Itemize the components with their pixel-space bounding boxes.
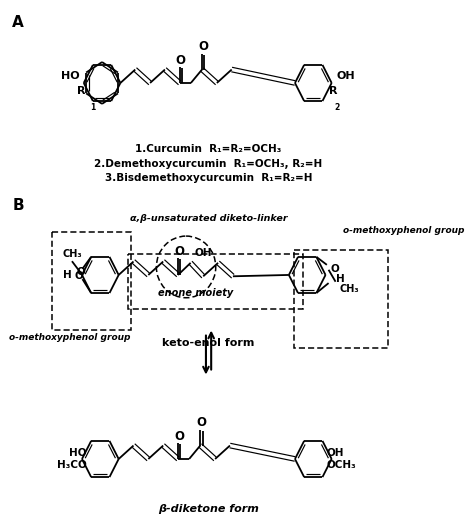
Text: H₃CO: H₃CO	[57, 460, 87, 470]
Text: OH: OH	[327, 448, 344, 458]
Text: enone moiety: enone moiety	[158, 288, 233, 298]
Text: 2: 2	[335, 103, 340, 112]
Bar	[128, 254, 303, 309]
Bar	[52, 232, 131, 330]
Text: R: R	[77, 86, 86, 96]
Text: keto-enol form: keto-enol form	[163, 338, 255, 348]
Text: H: H	[63, 270, 72, 280]
Text: 2.Demethoxycurcumin  R₁=OCH₃, R₂=H: 2.Demethoxycurcumin R₁=OCH₃, R₂=H	[94, 158, 323, 169]
Text: O: O	[198, 40, 208, 53]
Text: CH₃: CH₃	[339, 284, 359, 294]
Text: B: B	[12, 198, 24, 214]
Text: 3.Bisdemethoxycurcumin  R₁=R₂=H: 3.Bisdemethoxycurcumin R₁=R₂=H	[105, 173, 312, 183]
Text: O: O	[196, 416, 206, 429]
Text: o-methoxyphenol group: o-methoxyphenol group	[343, 226, 465, 235]
Text: α,β-unsaturated diketo-linker: α,β-unsaturated diketo-linker	[130, 214, 287, 223]
Text: β-diketone form: β-diketone form	[158, 504, 259, 514]
Text: O: O	[174, 244, 184, 258]
Text: A: A	[12, 15, 24, 30]
Text: O: O	[174, 430, 184, 443]
Text: R: R	[329, 86, 338, 96]
Text: H: H	[336, 274, 344, 284]
Text: 1.Curcumin  R₁=R₂=OCH₃: 1.Curcumin R₁=R₂=OCH₃	[136, 144, 282, 154]
Text: OH: OH	[336, 71, 355, 81]
Bar	[294, 250, 388, 348]
Text: 1: 1	[90, 103, 96, 112]
Text: O: O	[330, 264, 339, 274]
Text: O: O	[76, 267, 85, 277]
Text: CH₃: CH₃	[62, 249, 82, 259]
Text: O: O	[176, 54, 186, 67]
Text: OCH₃: OCH₃	[327, 460, 356, 470]
Text: o-methoxyphenol group: o-methoxyphenol group	[9, 333, 130, 342]
Text: O: O	[74, 271, 83, 281]
Text: HO: HO	[69, 448, 87, 458]
Text: OH: OH	[195, 248, 212, 258]
Text: HO: HO	[61, 71, 79, 81]
